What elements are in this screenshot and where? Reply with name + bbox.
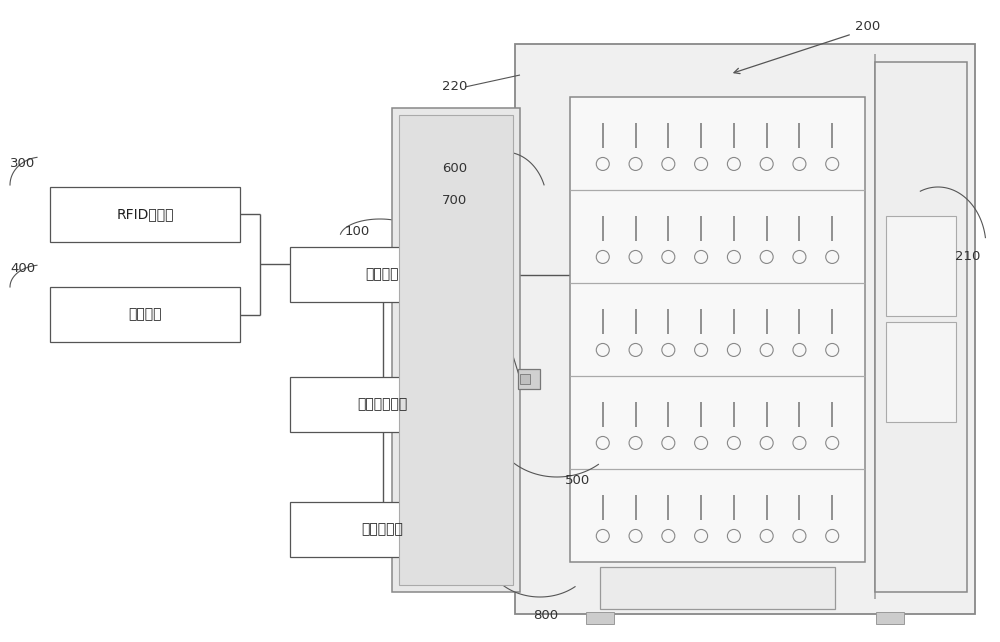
Bar (570, 97, 865, 562)
Text: 100: 100 (345, 225, 370, 238)
Bar (886, 322, 956, 422)
Text: 500: 500 (565, 474, 590, 487)
Text: RFID读写器: RFID读写器 (116, 207, 174, 221)
Bar (399, 114, 513, 585)
Text: 220: 220 (442, 80, 467, 93)
Bar (520, 374, 530, 383)
Bar (586, 612, 614, 624)
Bar (50, 287, 240, 342)
Bar (392, 107, 520, 592)
Text: 主控系统: 主控系统 (366, 268, 399, 281)
Text: 600: 600 (442, 162, 467, 175)
Bar (50, 187, 240, 242)
Bar (515, 44, 975, 614)
Text: 远程服务器: 远程服务器 (362, 523, 403, 537)
Text: 收银系统: 收银系统 (128, 308, 162, 322)
Bar (876, 612, 904, 624)
Bar (886, 216, 956, 317)
Text: 200: 200 (855, 20, 880, 33)
Text: 800: 800 (533, 609, 558, 622)
Text: 网络通信模块: 网络通信模块 (357, 397, 408, 412)
Bar (875, 62, 967, 592)
Bar (290, 502, 475, 557)
Text: 210: 210 (955, 250, 980, 263)
Bar (518, 369, 540, 388)
Text: 400: 400 (10, 262, 35, 275)
Bar (290, 247, 475, 302)
Text: 300: 300 (10, 157, 35, 170)
Bar (600, 567, 835, 609)
Bar (290, 377, 475, 432)
Text: 700: 700 (442, 194, 467, 207)
